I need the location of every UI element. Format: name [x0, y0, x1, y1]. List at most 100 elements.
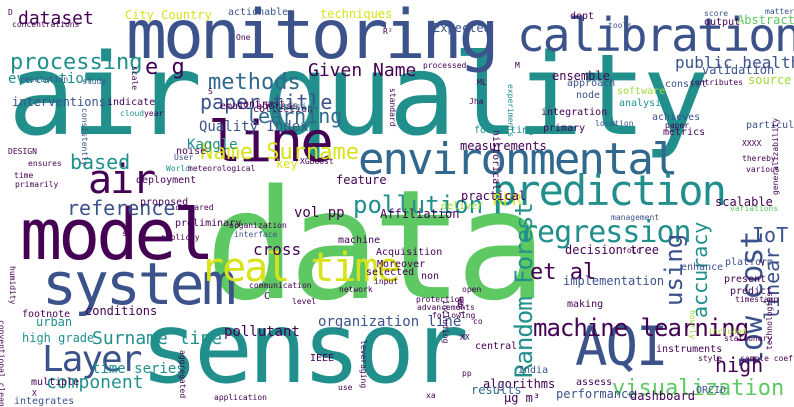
word-b: B — [457, 299, 464, 310]
word-rfr: RFR — [493, 190, 522, 209]
word-output: output — [704, 17, 741, 28]
word-ensures: ensures — [28, 159, 62, 168]
word-making: making — [567, 299, 604, 310]
word-jha: Jha — [469, 97, 484, 106]
word-air: air — [88, 157, 156, 203]
word-metrics: metrics — [663, 127, 706, 138]
word-conditions: conditions — [85, 304, 158, 318]
word-c: C — [264, 291, 271, 302]
word-public-health: public health — [675, 53, 794, 72]
word-performance: performance — [556, 387, 636, 401]
word-concentrations: concentrations — [12, 20, 80, 29]
word-integrates: integrates — [14, 396, 75, 407]
word-deliver: deliver — [441, 201, 484, 212]
word-indicate: indicate — [107, 97, 156, 108]
word-instruments: instruments — [656, 344, 723, 355]
word-methods: methods — [208, 70, 301, 95]
word-measurements: measurements — [460, 139, 547, 153]
word-stationary: stationary — [724, 334, 773, 343]
word-line: line — [208, 110, 334, 175]
word-open: open — [462, 285, 482, 294]
word-fold: fold — [622, 246, 642, 255]
word-dataset: dataset — [18, 8, 94, 29]
word-machine-learning: machine learning — [533, 314, 749, 342]
word-paper-title: paper title — [200, 90, 333, 114]
word-xa: xa — [426, 391, 436, 400]
word-iot: IoT — [752, 223, 789, 247]
word-techniques: techniques — [320, 7, 393, 21]
word-advancements: advancements — [417, 303, 475, 312]
word-network: network — [339, 285, 373, 294]
word-hourly: hourly — [688, 310, 697, 339]
word-selected: selected — [366, 267, 415, 278]
word-interface: interface — [234, 230, 278, 239]
word-thereby: thereby — [742, 154, 776, 163]
word-ensemble: ensemble — [552, 69, 610, 83]
word-urban: urban — [36, 315, 73, 329]
word-pp: pp — [462, 369, 472, 378]
word-timestamp: timestamp — [735, 295, 779, 304]
word-time: time — [14, 171, 34, 180]
word-scale: scale — [130, 66, 139, 91]
word-surname-line: Surname line — [92, 328, 223, 349]
word-formatting: formatting — [474, 125, 535, 136]
word-proposed: proposed — [140, 197, 189, 208]
word-multiple: multiple — [31, 377, 80, 388]
word-reference: reference — [67, 196, 176, 220]
word-leveraging: leveraging — [359, 340, 368, 389]
word-study: study — [82, 77, 107, 86]
word-calibration: calibration — [517, 8, 794, 62]
word-design: DESIGN — [8, 147, 37, 156]
word-platform: platform — [725, 257, 774, 268]
word-actionable: actionable — [228, 7, 289, 18]
word-algorithms: algorithms — [483, 377, 556, 391]
word-et-al: et al — [530, 260, 597, 285]
word-user: User — [174, 153, 194, 162]
word-acquisition: Acquisition — [376, 247, 443, 258]
word-preliminary: preliminary — [175, 218, 242, 229]
word-ml: ML — [477, 78, 487, 87]
word-d: D — [8, 8, 13, 17]
word-kaggle: Kaggle — [187, 137, 238, 153]
word-primary: primary — [543, 123, 586, 134]
word-co: co — [473, 317, 483, 326]
word-high-grade: high grade — [22, 331, 95, 345]
word-footnote: footnote — [22, 309, 71, 320]
word-style: style — [698, 354, 723, 363]
word-evaluation: evaluation — [8, 71, 93, 87]
word-sensor: sensor — [140, 292, 469, 406]
word-included: included — [708, 327, 747, 336]
word-generalizability: generalizability — [771, 117, 780, 195]
word-e-g: e g — [145, 55, 185, 80]
word-cloud: cloud — [120, 109, 145, 118]
word-city-country: City Country — [125, 8, 212, 22]
word-approach: approach — [567, 78, 616, 89]
word-india: India — [518, 365, 549, 376]
word-one: One — [236, 33, 251, 42]
word-integration: integration — [541, 107, 608, 118]
word-pollutant: pollutant — [224, 324, 300, 340]
word-ieee: IEEE — [310, 353, 335, 364]
word-practical: practical — [461, 189, 527, 203]
word-aggregated: aggregated — [178, 350, 187, 399]
word-environmental: environmental — [358, 134, 678, 185]
word-aqi: AQI — [575, 315, 669, 378]
word-paper: paper — [665, 121, 690, 130]
word-year: year — [144, 109, 164, 118]
word-given-name: Given Name — [308, 60, 417, 81]
word-decision-tree: decision tree — [565, 243, 659, 257]
word-processing: processing — [10, 50, 143, 75]
word-s-lower: s — [122, 229, 127, 238]
word-organization-line: organization line — [318, 314, 462, 330]
word-analysis: analysis — [619, 98, 668, 109]
word-m: M — [515, 61, 520, 70]
word-various: various — [746, 165, 780, 174]
word-orcid: ORCID — [696, 385, 727, 396]
word-contrast: contrast — [237, 99, 286, 110]
word-historical: historical — [490, 130, 501, 191]
word-abstract: Abstract — [737, 13, 794, 27]
word-deployment: deployment — [136, 175, 197, 186]
word-pollution: pollution — [353, 191, 484, 219]
word-compared: compared — [175, 203, 214, 212]
word-variations: variations — [730, 204, 779, 213]
